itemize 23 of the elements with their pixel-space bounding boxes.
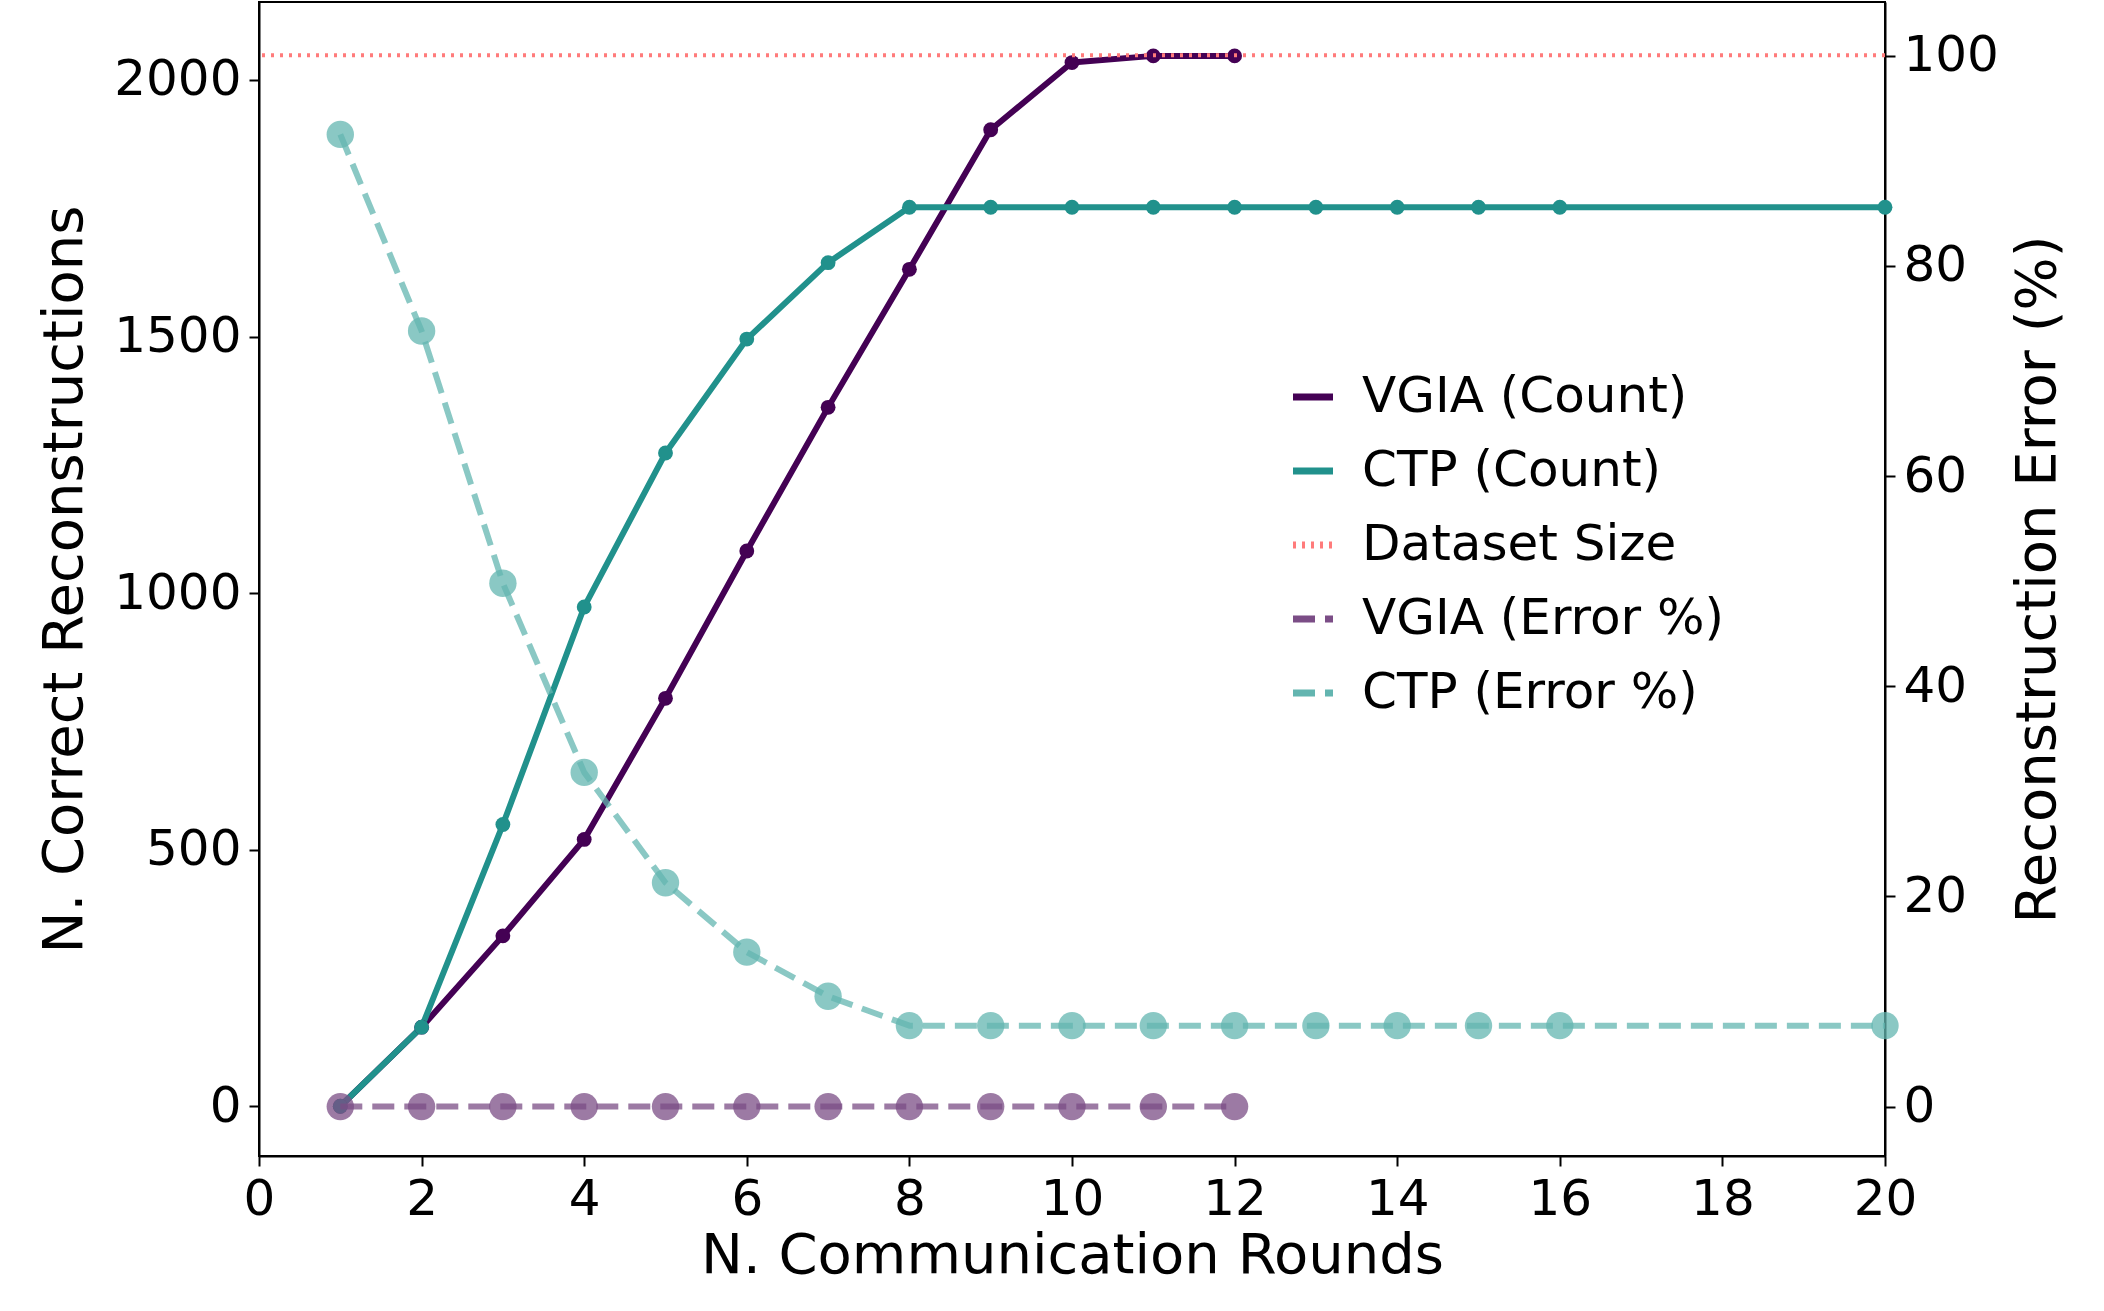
y-tick-label: 2000 bbox=[114, 49, 242, 108]
x-tick-label: 4 bbox=[568, 1168, 601, 1227]
y2-tick-label: 80 bbox=[1903, 235, 1968, 294]
legend-label: VGIA (Error %) bbox=[1362, 588, 1725, 646]
legend-label: Dataset Size bbox=[1362, 514, 1677, 572]
y2-tick-label: 20 bbox=[1903, 865, 1968, 924]
y-tick-label: 0 bbox=[209, 1075, 242, 1134]
legend-label: VGIA (Count) bbox=[1362, 366, 1688, 424]
y2-tick-label: 0 bbox=[1903, 1076, 1936, 1135]
legend-label: CTP (Error %) bbox=[1362, 662, 1698, 720]
x-tick-label: 18 bbox=[1691, 1168, 1755, 1227]
y2-axis-title: Reconstruction Error (%) bbox=[2002, 235, 2068, 924]
y-tick-label: 500 bbox=[146, 819, 242, 878]
y2-tick-label: 100 bbox=[1903, 25, 1999, 84]
legend-label: CTP (Count) bbox=[1362, 440, 1661, 498]
x-tick-label: 20 bbox=[1853, 1168, 1918, 1227]
y2-tick-label: 60 bbox=[1903, 445, 1968, 504]
y-axis-title: N. Correct Reconstructions bbox=[30, 205, 96, 954]
y-tick-label: 1000 bbox=[114, 562, 242, 621]
y2-tick-label: 40 bbox=[1903, 655, 1968, 714]
y-tick-label: 1500 bbox=[114, 306, 242, 365]
x-tick-label: 2 bbox=[406, 1168, 439, 1227]
x-tick-label: 16 bbox=[1528, 1168, 1593, 1227]
